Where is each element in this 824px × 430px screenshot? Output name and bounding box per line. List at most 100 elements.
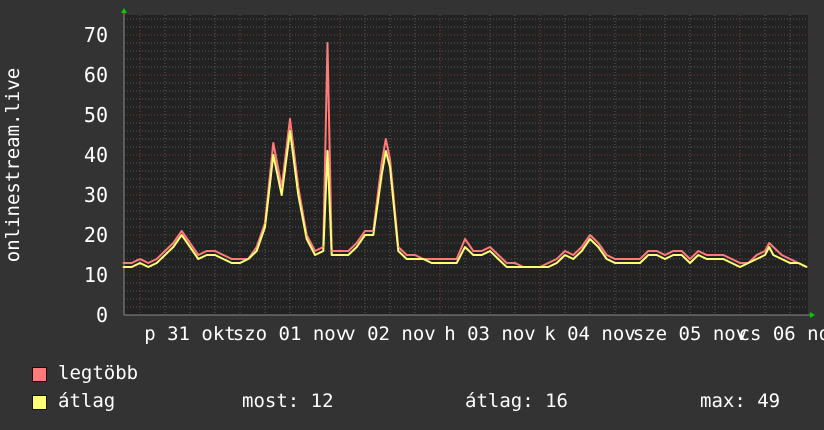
data-point-max xyxy=(255,246,258,248)
data-point-avg xyxy=(639,262,641,264)
data-point-avg xyxy=(497,258,500,260)
data-point-max xyxy=(364,230,366,232)
x-tick-label: p 31 okt xyxy=(144,323,236,345)
data-point-max xyxy=(547,262,550,264)
data-point-avg xyxy=(547,266,550,268)
data-point-max xyxy=(305,234,308,236)
data-point-avg xyxy=(714,258,716,260)
x-axis-arrow-icon xyxy=(810,312,815,318)
y-tick-label: 30 xyxy=(84,183,108,207)
data-point-avg xyxy=(597,246,600,248)
data-point-avg xyxy=(447,262,450,264)
data-point-avg xyxy=(222,258,225,260)
data-point-avg xyxy=(405,258,408,260)
data-point-avg xyxy=(122,266,125,268)
data-point-max xyxy=(372,230,375,232)
data-point-max xyxy=(655,250,658,252)
data-point-max xyxy=(380,162,383,164)
data-point-max xyxy=(122,262,125,264)
data-point-avg xyxy=(180,234,183,236)
data-point-avg xyxy=(630,262,633,264)
y-tick-label: 50 xyxy=(84,103,108,127)
data-point-avg xyxy=(439,262,441,264)
data-point-avg xyxy=(289,130,291,132)
data-point-avg xyxy=(155,262,158,264)
data-point-avg xyxy=(164,254,166,256)
data-point-avg xyxy=(572,258,575,260)
data-point-avg xyxy=(589,238,591,240)
data-point-max xyxy=(789,258,791,260)
data-point-avg xyxy=(339,254,341,256)
stat-average: átlag: 16 xyxy=(465,390,568,412)
data-point-avg xyxy=(264,226,266,228)
x-tick-label: szo 01 nov xyxy=(233,323,347,345)
data-point-avg xyxy=(530,266,533,268)
data-point-avg xyxy=(214,254,216,256)
data-point-avg xyxy=(385,150,387,152)
data-point-avg xyxy=(364,234,366,236)
data-point-avg xyxy=(605,258,608,260)
data-point-max xyxy=(405,254,408,256)
data-point-max xyxy=(764,250,766,252)
data-point-avg xyxy=(614,262,616,264)
data-point-max xyxy=(572,254,575,256)
data-point-max xyxy=(497,254,500,256)
data-point-avg xyxy=(522,266,525,268)
data-point-max xyxy=(272,142,275,144)
data-point-avg xyxy=(280,194,283,196)
data-point-avg xyxy=(697,254,700,256)
data-point-avg xyxy=(672,254,675,256)
data-point-avg xyxy=(326,150,329,152)
data-point-avg xyxy=(272,154,275,156)
data-point-max xyxy=(414,254,416,256)
data-point-avg xyxy=(305,238,308,240)
data-point-avg xyxy=(489,250,491,252)
data-point-avg xyxy=(414,258,416,260)
data-point-max xyxy=(730,258,733,260)
data-point-avg xyxy=(797,262,800,264)
data-point-avg xyxy=(314,254,316,256)
data-point-avg xyxy=(330,254,333,256)
data-point-max xyxy=(780,254,783,256)
data-point-max xyxy=(339,250,341,252)
data-point-avg xyxy=(389,166,391,168)
data-point-max xyxy=(768,242,770,244)
data-point-avg xyxy=(422,258,425,260)
legend-label-max: legtöbb xyxy=(58,362,139,384)
data-point-max xyxy=(480,250,483,252)
data-point-avg xyxy=(722,258,725,260)
data-point-avg xyxy=(580,250,583,252)
data-point-avg xyxy=(564,254,566,256)
data-point-max xyxy=(580,246,583,248)
data-point-avg xyxy=(322,250,325,252)
data-point-max xyxy=(772,246,775,248)
series-line-avg xyxy=(123,130,808,268)
data-point-max xyxy=(189,242,191,244)
data-point-avg xyxy=(455,262,458,264)
data-point-avg xyxy=(789,262,791,264)
data-point-max xyxy=(389,158,391,160)
data-point-max xyxy=(397,246,400,248)
data-point-avg xyxy=(505,266,508,268)
data-point-max xyxy=(330,250,333,252)
y-axis-label: onlinestream.live xyxy=(2,68,24,262)
data-point-avg xyxy=(805,266,808,268)
data-point-avg xyxy=(255,250,258,252)
data-point-max xyxy=(230,258,233,260)
data-point-max xyxy=(155,258,158,260)
data-point-max xyxy=(697,250,700,252)
legend-label-avg: átlag xyxy=(58,390,116,412)
data-point-avg xyxy=(347,254,350,256)
data-point-avg xyxy=(130,266,133,268)
data-point-max xyxy=(514,262,516,264)
data-point-max xyxy=(605,254,608,256)
data-point-max xyxy=(714,254,716,256)
data-point-max xyxy=(239,258,241,260)
x-tick-label: h 03 nov xyxy=(444,323,536,345)
data-point-max xyxy=(472,250,475,252)
data-point-avg xyxy=(764,254,766,256)
stat-max: max: 49 xyxy=(700,390,781,412)
data-point-max xyxy=(489,246,491,248)
data-point-max xyxy=(326,42,329,44)
y-tick-label: 40 xyxy=(84,143,108,167)
